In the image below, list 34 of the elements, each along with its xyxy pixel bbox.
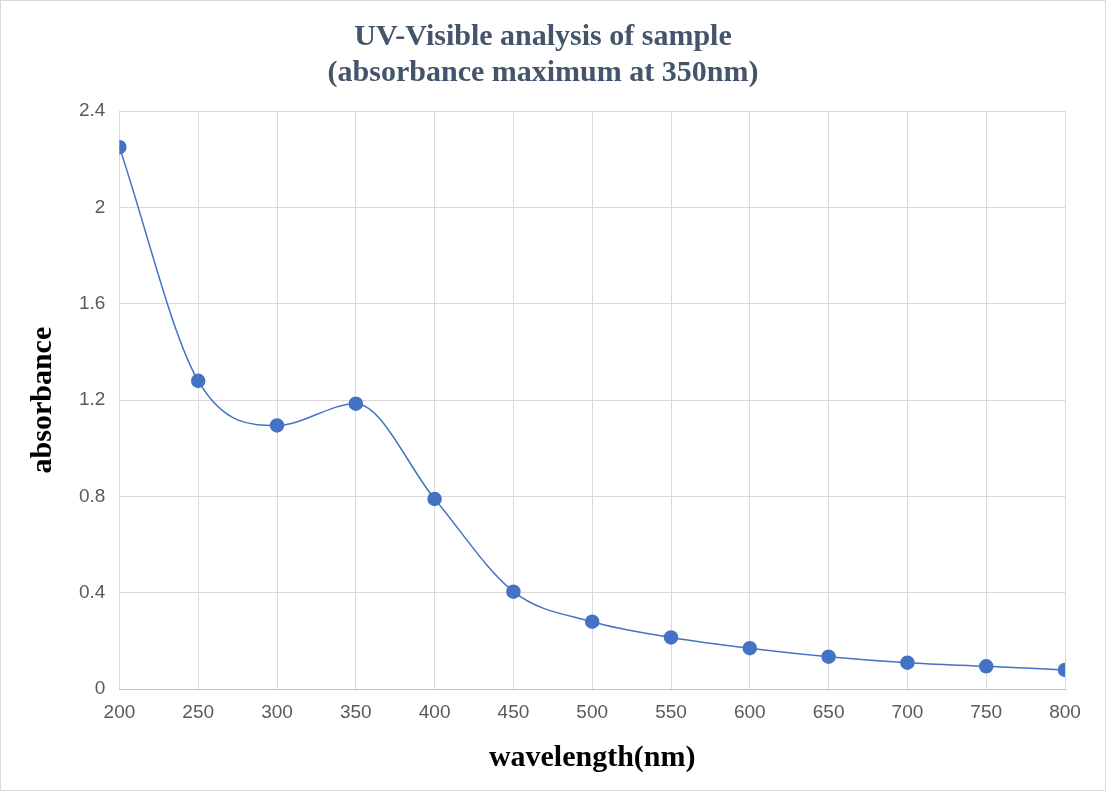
x-tick-label: 700 — [891, 700, 924, 722]
y-tick-label: 0.8 — [78, 484, 106, 506]
y-tick-label: 1.6 — [78, 291, 106, 313]
point — [269, 418, 285, 433]
x-tick-label: 500 — [576, 700, 609, 722]
x-tick-label: 200 — [103, 700, 136, 722]
x-tick-label: 750 — [970, 700, 1003, 722]
y-tick-label: 0 — [94, 677, 106, 699]
x-tick-label: 600 — [733, 700, 766, 722]
x-axis-title: wavelength(nm) — [488, 738, 696, 773]
point — [190, 373, 206, 389]
x-tick-label: 800 — [1049, 700, 1081, 722]
x-tick-label: 400 — [418, 700, 451, 722]
chart-title: UV-Visible analysis of sample (absorbance maximum at 350nm) — [327, 17, 759, 88]
y-axis-title: absorbance — [23, 326, 57, 474]
x-tick-label: 350 — [339, 700, 372, 722]
point — [742, 640, 758, 656]
point — [978, 659, 994, 674]
x-tick-label: 450 — [497, 700, 530, 722]
x-tick-label: 300 — [261, 700, 293, 722]
y-tick-label: 2 — [94, 195, 106, 217]
y-tick-label: 1.2 — [78, 388, 106, 410]
y-tick-label: 0.4 — [78, 581, 106, 603]
point — [584, 614, 600, 629]
point — [900, 655, 915, 670]
point — [427, 491, 442, 507]
point — [348, 396, 364, 411]
y-tick-label: 2.4 — [78, 99, 106, 121]
x-tick-label: 650 — [812, 700, 845, 722]
point — [663, 630, 679, 645]
point — [821, 649, 836, 664]
x-tick-label: 550 — [655, 700, 687, 722]
x-tick-label: 250 — [182, 700, 215, 722]
point — [506, 584, 521, 599]
